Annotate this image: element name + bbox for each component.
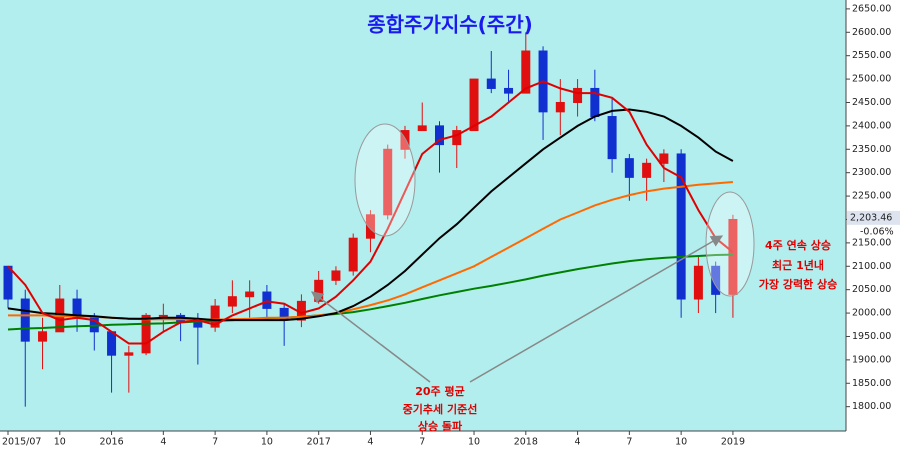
candle-body (124, 352, 134, 356)
y-tick-label: 2050.00 (852, 284, 891, 295)
candle-body (38, 331, 48, 342)
candle-body (107, 331, 117, 356)
y-tick-label: 2250.00 (852, 191, 891, 202)
x-tick-label: 7 (626, 437, 632, 448)
change-label: -0.06% (860, 226, 894, 237)
y-tick-label: 2150.00 (852, 237, 891, 248)
x-tick-label: 4 (160, 437, 166, 448)
highlight-ellipse (705, 191, 755, 297)
candle-body (693, 265, 703, 300)
x-tick-label: 4 (367, 437, 373, 448)
candle-body (3, 265, 13, 300)
arrow (469, 235, 724, 383)
candle-body (676, 153, 686, 300)
candle-body (400, 130, 410, 150)
candle-body (245, 291, 255, 298)
candle-body (158, 314, 168, 317)
candle-body (607, 116, 617, 160)
y-axis-area (846, 0, 900, 453)
y-tick-label: 2300.00 (852, 167, 891, 178)
arrow (311, 291, 431, 383)
candle-body (262, 291, 272, 309)
annotation: 20주 평균 (415, 384, 465, 398)
y-tick-label: 2450.00 (852, 97, 891, 108)
candle-body (452, 130, 462, 146)
last-price-box (847, 210, 900, 225)
x-tick-label: 4 (575, 437, 581, 448)
x-tick-label: 10 (675, 437, 687, 448)
candle-body (573, 87, 583, 103)
y-tick-label: 1900.00 (852, 354, 891, 365)
candle-body (20, 298, 30, 342)
candle-body (314, 279, 324, 302)
moving-average-line (7, 108, 734, 322)
last-price-label: 2,203.46 (850, 212, 892, 223)
x-tick-label: 7 (419, 437, 425, 448)
candle-body (417, 125, 427, 132)
y-tick-label: 2500.00 (852, 74, 891, 85)
candle-body (555, 101, 565, 113)
annotation: 상승 돌파 (418, 419, 463, 433)
x-tick-label: 2017 (307, 437, 331, 448)
annotation: 가장 강력한 상승 (759, 277, 838, 291)
plot-area (0, 0, 846, 431)
moving-average-line (7, 253, 733, 331)
y-tick-label: 2350.00 (852, 144, 891, 155)
candle-body (642, 162, 652, 178)
candle-body (210, 305, 220, 328)
x-tick-label: 2018 (514, 437, 538, 448)
chart-title: 종합주가지수(주간) (367, 13, 532, 37)
y-tick-label: 2000.00 (852, 308, 891, 319)
x-tick-label: 10 (54, 437, 66, 448)
candle-body (659, 153, 669, 164)
annotation: 중기추세 기준선 (403, 402, 478, 416)
x-tick-label: 2015/07 (2, 437, 41, 448)
x-tick-label: 2019 (721, 437, 745, 448)
highlight-ellipse (354, 123, 416, 237)
marks (3, 32, 738, 407)
moving-average-line (7, 80, 734, 345)
candle-body (348, 237, 358, 272)
candle-body (521, 50, 531, 94)
candle-body (486, 78, 496, 89)
candle-body (435, 125, 444, 146)
candle-body (141, 314, 151, 354)
candle-body (728, 218, 738, 295)
y-tick-label: 1950.00 (852, 331, 891, 342)
y-tick-label: 2100.00 (852, 261, 891, 272)
x-tick-label: 2016 (99, 437, 123, 448)
y-tick-label: 2400.00 (852, 120, 891, 131)
annotation: 최근 1년내 (772, 258, 824, 272)
x-axis-area (0, 431, 846, 453)
y-tick-label: 2650.00 (852, 3, 891, 14)
candle-body (365, 214, 375, 239)
y-tick-label: 2550.00 (852, 50, 891, 61)
y-tick-label: 1850.00 (852, 378, 891, 389)
annotation: 4주 연속 상승 (765, 238, 831, 252)
y-tick-label: 1800.00 (852, 401, 891, 412)
candle-body (469, 78, 479, 132)
candle-body (383, 148, 393, 216)
candle-body (624, 158, 634, 178)
candle-body (711, 265, 721, 295)
y-tick-label: 2600.00 (852, 27, 891, 38)
candle-body (227, 296, 237, 307)
candle-body (331, 270, 341, 281)
x-tick-label: 7 (212, 437, 218, 448)
candle-body (504, 87, 514, 94)
candle-body (193, 321, 203, 328)
x-tick-label: 10 (261, 437, 273, 448)
x-tick-label: 10 (468, 437, 480, 448)
